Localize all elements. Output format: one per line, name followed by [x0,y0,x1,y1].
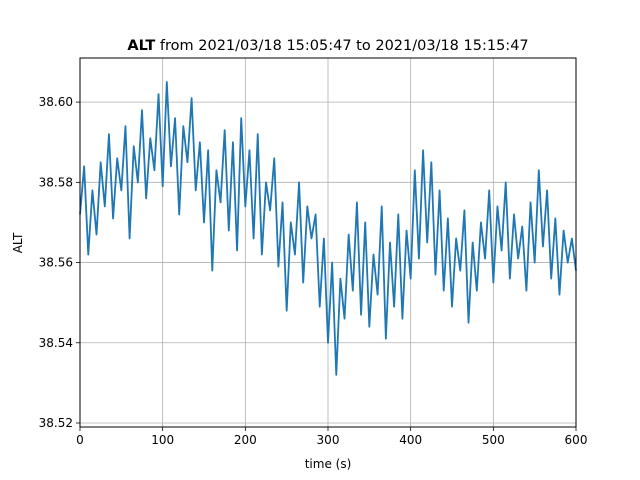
x-axis-ticks: 0 100 200 300 400 500 600 [76,427,587,447]
x-tick-label: 0 [76,433,84,447]
y-tick-label: 38.56 [39,256,73,270]
chart-title-bold: ALT [127,38,155,54]
series-group [79,81,577,376]
y-axis-ticks: 38.52 38.54 38.56 38.58 38.60 [39,95,80,430]
x-tick-label: 200 [234,433,257,447]
x-axis-label: time (s) [305,457,352,471]
chart-title-rest: from 2021/03/18 15:05:47 to 2021/03/18 1… [155,38,528,54]
x-tick-label: 300 [317,433,340,447]
x-tick-label: 100 [151,433,174,447]
chart-title: ALT from 2021/03/18 15:05:47 to 2021/03/… [127,38,528,54]
x-tick-label: 400 [399,433,422,447]
y-tick-label: 38.54 [39,336,73,350]
y-axis-label: ALT [11,232,25,253]
x-tick-label: 500 [482,433,505,447]
y-tick-label: 38.60 [39,95,73,109]
series-line [79,81,577,376]
y-tick-label: 38.52 [39,416,73,430]
x-tick-label: 600 [565,433,588,447]
y-tick-label: 38.58 [39,175,73,189]
